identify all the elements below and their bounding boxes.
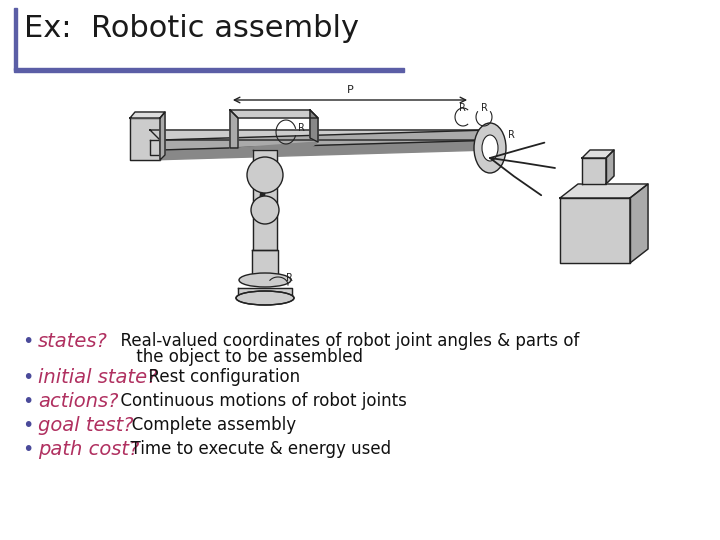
Polygon shape (130, 112, 165, 118)
Text: •: • (22, 440, 33, 459)
Bar (14, 8, 17, 70)
Text: •: • (22, 368, 33, 387)
Ellipse shape (482, 135, 498, 161)
Text: the object to be assembled: the object to be assembled (110, 348, 363, 366)
Circle shape (251, 196, 279, 224)
Polygon shape (230, 142, 318, 155)
Polygon shape (160, 130, 500, 150)
Text: R: R (508, 130, 515, 140)
Text: Real-valued coordinates of robot joint angles & parts of: Real-valued coordinates of robot joint a… (110, 332, 580, 350)
Polygon shape (582, 158, 606, 184)
Text: goal test?: goal test? (38, 416, 134, 435)
Text: R: R (459, 103, 465, 113)
Ellipse shape (474, 123, 506, 173)
Polygon shape (130, 118, 160, 160)
Text: Time to execute & energy used: Time to execute & energy used (120, 440, 391, 458)
Polygon shape (150, 140, 160, 155)
Text: •: • (22, 416, 33, 435)
Polygon shape (150, 130, 500, 140)
Text: R: R (286, 273, 293, 283)
Text: Ex:  Robotic assembly: Ex: Robotic assembly (24, 14, 359, 43)
Text: R: R (298, 123, 305, 133)
Text: •: • (22, 392, 33, 411)
Polygon shape (582, 150, 614, 158)
Text: Rest configuration: Rest configuration (138, 368, 300, 386)
Polygon shape (560, 184, 648, 198)
Text: initial state?: initial state? (38, 368, 158, 387)
Polygon shape (606, 150, 614, 184)
Text: R: R (480, 103, 487, 113)
Text: states?: states? (38, 332, 108, 351)
Polygon shape (560, 198, 630, 263)
Ellipse shape (236, 291, 294, 305)
Ellipse shape (239, 273, 291, 287)
Polygon shape (160, 112, 165, 160)
Circle shape (247, 157, 283, 193)
Polygon shape (252, 250, 278, 280)
Polygon shape (310, 110, 318, 142)
Polygon shape (230, 110, 238, 148)
Bar (14, 68, 404, 71)
Polygon shape (253, 150, 277, 250)
Text: P: P (346, 85, 354, 95)
Polygon shape (630, 184, 648, 263)
Text: actions?: actions? (38, 392, 119, 411)
Polygon shape (230, 110, 318, 118)
Polygon shape (150, 140, 500, 160)
Text: Continuous motions of robot joints: Continuous motions of robot joints (110, 392, 407, 410)
Text: •: • (22, 332, 33, 351)
Text: Complete assembly: Complete assembly (116, 416, 296, 434)
Text: path cost?: path cost? (38, 440, 140, 459)
Polygon shape (238, 288, 292, 298)
